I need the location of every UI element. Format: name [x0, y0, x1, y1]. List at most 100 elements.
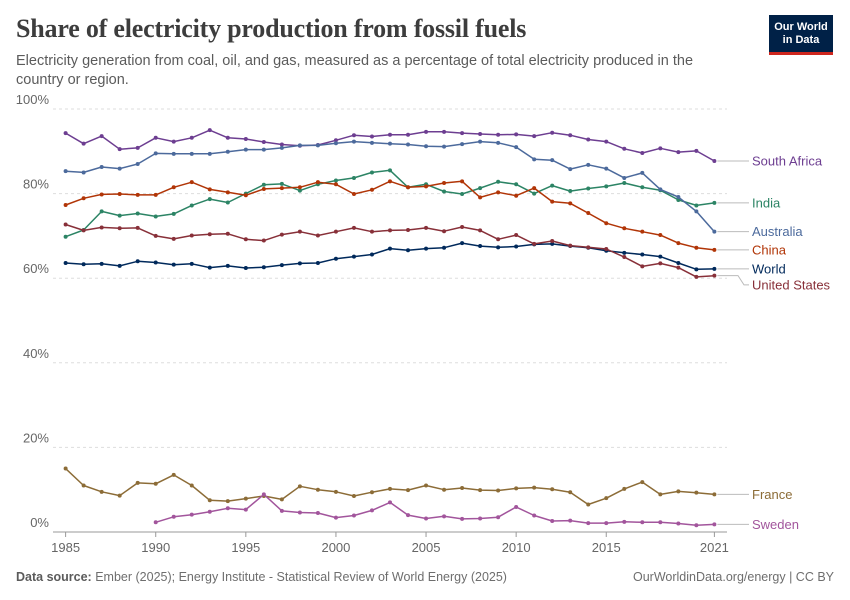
data-point-china: [532, 186, 537, 191]
data-point-france: [442, 487, 447, 492]
data-point-world: [171, 262, 176, 267]
data-point-france: [406, 488, 411, 493]
data-point-united-states: [568, 243, 573, 248]
data-point-united-states: [388, 228, 392, 233]
data-point-france: [297, 484, 302, 489]
data-point-sweden: [171, 514, 176, 519]
data-point-united-states: [369, 229, 374, 234]
data-point-india: [388, 168, 392, 173]
data-point-world: [442, 245, 447, 250]
data-point-south-africa: [117, 147, 122, 152]
data-point-australia: [315, 143, 320, 148]
data-point-australia: [153, 151, 158, 156]
data-point-china: [496, 190, 501, 195]
data-point-south-africa: [712, 159, 717, 164]
data-point-united-states: [442, 229, 447, 234]
data-point-world: [81, 262, 86, 267]
data-source-text[interactable]: Ember (2025); Energy Institute - Statist…: [95, 570, 507, 584]
data-point-france: [676, 489, 681, 494]
data-point-south-africa: [694, 148, 699, 153]
data-point-india: [189, 203, 194, 208]
data-point-france: [225, 499, 230, 504]
x-tick-label: 2021: [700, 540, 729, 555]
data-point-united-states: [532, 241, 537, 246]
data-point-china: [658, 233, 663, 238]
data-point-australia: [388, 141, 392, 146]
data-point-united-states: [351, 225, 356, 230]
data-point-china: [424, 184, 429, 189]
x-tick-label: 1985: [51, 540, 80, 555]
data-point-australia: [496, 140, 501, 145]
data-point-world: [514, 244, 519, 249]
owid-logo[interactable]: Our World in Data: [769, 15, 833, 55]
data-point-france: [351, 494, 356, 499]
data-point-south-africa: [388, 132, 392, 137]
data-point-china: [640, 229, 645, 234]
data-point-australia: [333, 141, 338, 146]
data-point-france: [135, 480, 140, 485]
data-point-sweden: [658, 520, 663, 525]
data-point-australia: [279, 145, 284, 150]
series-label-world: World: [752, 261, 786, 276]
data-point-australia: [478, 139, 483, 144]
data-point-sweden: [442, 514, 447, 519]
data-point-world: [550, 241, 555, 246]
data-point-world: [225, 263, 230, 268]
data-point-france: [369, 490, 374, 495]
data-point-world: [207, 265, 212, 270]
data-point-world: [279, 263, 284, 268]
data-point-india: [676, 197, 681, 202]
data-point-south-africa: [550, 130, 555, 135]
data-point-sweden: [514, 505, 519, 510]
data-point-australia: [406, 142, 411, 147]
data-point-india: [63, 234, 68, 239]
data-point-india: [712, 200, 717, 205]
data-point-world: [369, 252, 374, 257]
series-label-australia: Australia: [752, 224, 803, 239]
data-point-china: [243, 193, 248, 198]
data-point-united-states: [333, 229, 338, 234]
data-point-india: [622, 181, 627, 186]
data-point-sweden: [586, 521, 591, 526]
data-point-sweden: [153, 520, 158, 525]
data-point-sweden: [279, 508, 284, 513]
data-point-india: [279, 181, 284, 186]
data-point-india: [99, 209, 104, 214]
data-point-china: [315, 180, 320, 185]
data-point-world: [297, 261, 302, 266]
data-point-south-africa: [333, 138, 338, 143]
data-point-world: [117, 263, 122, 268]
data-point-india: [117, 213, 122, 218]
series-line-sweden: [155, 493, 715, 526]
data-point-china: [171, 185, 176, 190]
data-point-world: [351, 254, 356, 259]
data-point-china: [117, 192, 122, 197]
data-point-france: [315, 487, 320, 492]
data-point-china: [135, 192, 140, 197]
chart-subtitle: Electricity generation from coal, oil, a…: [16, 53, 694, 88]
data-point-sweden: [676, 521, 681, 526]
data-point-china: [568, 201, 573, 206]
data-point-australia: [658, 187, 663, 192]
logo-line-1: Our World: [774, 20, 828, 33]
data-point-australia: [297, 143, 302, 148]
data-point-sweden: [640, 520, 645, 525]
data-point-world: [424, 246, 429, 251]
data-point-australia: [351, 139, 356, 144]
data-point-china: [712, 247, 717, 252]
data-point-australia: [514, 145, 519, 150]
data-point-united-states: [712, 273, 717, 278]
data-point-south-africa: [369, 134, 374, 139]
data-point-australia: [604, 166, 609, 171]
data-point-australia: [243, 147, 248, 152]
footer-link[interactable]: OurWorldinData.org/energy | CC BY: [632, 570, 834, 584]
data-point-world: [478, 244, 483, 249]
data-point-india: [568, 189, 573, 194]
data-point-sweden: [568, 518, 573, 523]
data-point-sweden: [333, 515, 338, 520]
series-line-australia: [65, 140, 715, 233]
data-point-china: [333, 182, 338, 187]
data-point-china: [406, 185, 411, 190]
data-point-sweden: [369, 508, 374, 513]
